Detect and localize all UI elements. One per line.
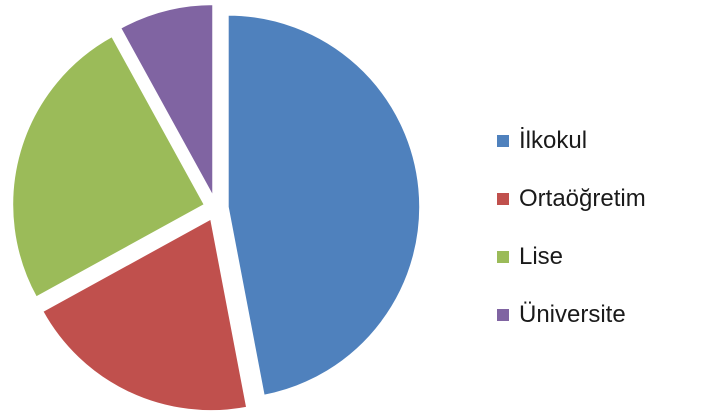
legend-item-lise: Lise — [497, 228, 697, 286]
pie-slice-orta-retim — [41, 217, 248, 412]
legend-swatch-ilkokul — [497, 135, 509, 147]
pie-slice-lise — [11, 35, 206, 299]
legend-item-ortaogretim: Ortaöğretim — [497, 170, 697, 228]
legend-label-ilkokul: İlkokul — [519, 127, 588, 154]
legend-swatch-ortaogretim — [497, 193, 509, 205]
legend-label-universite: Üniversite — [519, 301, 626, 328]
legend-label-lise: Lise — [519, 243, 564, 270]
legend-item-universite: Üniversite — [497, 286, 697, 344]
chart-legend: İlkokul Ortaöğretim Lise Üniversite — [497, 112, 697, 344]
legend-label-ortaogretim: Ortaöğretim — [519, 185, 646, 212]
legend-swatch-universite — [497, 309, 509, 321]
pie-slice-i-lkokul — [227, 14, 421, 397]
legend-swatch-lise — [497, 251, 509, 263]
pie-slice--niversite — [119, 3, 214, 197]
legend-item-ilkokul: İlkokul — [497, 112, 697, 170]
